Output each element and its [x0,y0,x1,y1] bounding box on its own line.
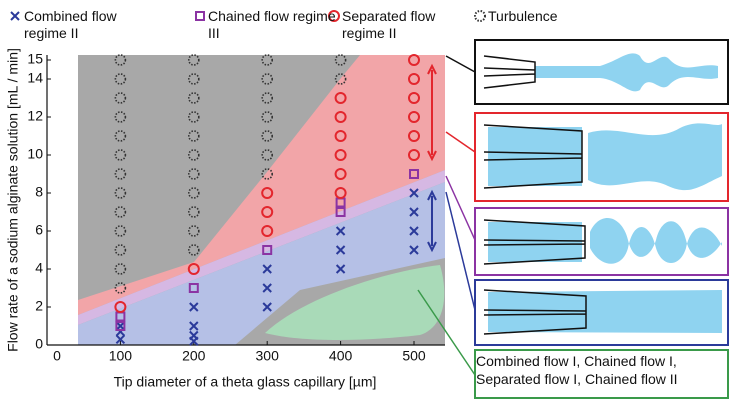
x-tick-label: 400 [329,348,353,364]
x-tick-label: 200 [182,348,206,364]
x-axis-label: Tip diameter of a theta glass capillary … [114,374,377,390]
legend-entry: Combined flow regime II [24,8,154,42]
y-tick-label: 10 [27,146,43,162]
y-tick-label: 15 [27,51,43,67]
y-tick-label: 8 [35,184,43,200]
legend-entry: Separated flow regime II [342,8,472,42]
panels [475,40,728,398]
chart: Tip diameter of a theta glass capillary … [0,0,737,402]
y-tick-label: 4 [35,260,43,276]
y-tick-label: 0 [35,336,43,352]
legend-entry: Chained flow regime III [208,8,338,42]
y-tick-label: 2 [35,298,43,314]
y-tick-label: 6 [35,222,43,238]
legend-entry: Turbulence [488,8,618,25]
y-tick-label: 12 [27,108,43,124]
annotation: Combined flow I, Chained flow I, Separat… [476,352,732,388]
flow-drawings [488,53,722,333]
x-tick-label: 300 [256,348,280,364]
x-tick-label: 100 [109,348,133,364]
y-tick-label: 14 [27,70,43,86]
page: Tip diameter of a theta glass capillary … [0,0,737,402]
x-tick-label: 0 [53,348,61,364]
y-axis-label: Flow rate of a sodium alginate solution … [5,48,21,352]
x-tick-label: 500 [402,348,426,364]
